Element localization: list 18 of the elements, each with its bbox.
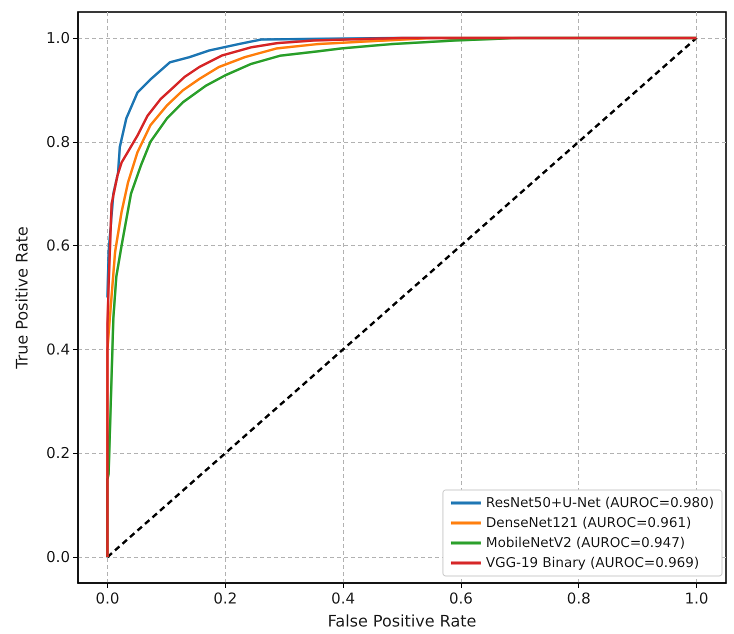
x-axis-title: False Positive Rate [328, 612, 476, 630]
y-tick-label: 0.0 [46, 548, 70, 566]
x-tick-label: 0.4 [331, 590, 356, 608]
y-axis-title: True Positive Rate [12, 226, 32, 370]
y-tick-label: 0.4 [46, 340, 70, 358]
x-tick-label: 0.2 [213, 590, 238, 608]
x-tick-label: 0.0 [96, 590, 120, 608]
y-tick-label: 0.6 [46, 236, 70, 255]
x-tick-label: 0.8 [566, 590, 591, 608]
y-tick-label: 0.8 [46, 132, 70, 151]
legend-label: ResNet50+U-Net (AUROC=0.980) [486, 495, 714, 511]
y-tick-label: 1.0 [46, 28, 70, 47]
y-tick-label: 0.2 [46, 444, 70, 462]
legend-label: MobileNetV2 (AUROC=0.947) [486, 535, 686, 551]
x-tick-label: 1.0 [684, 590, 708, 608]
legend-label: DenseNet121 (AUROC=0.961) [486, 515, 692, 531]
x-tick-label: 0.6 [448, 590, 473, 608]
legend-label: VGG-19 Binary (AUROC=0.969) [486, 555, 700, 571]
